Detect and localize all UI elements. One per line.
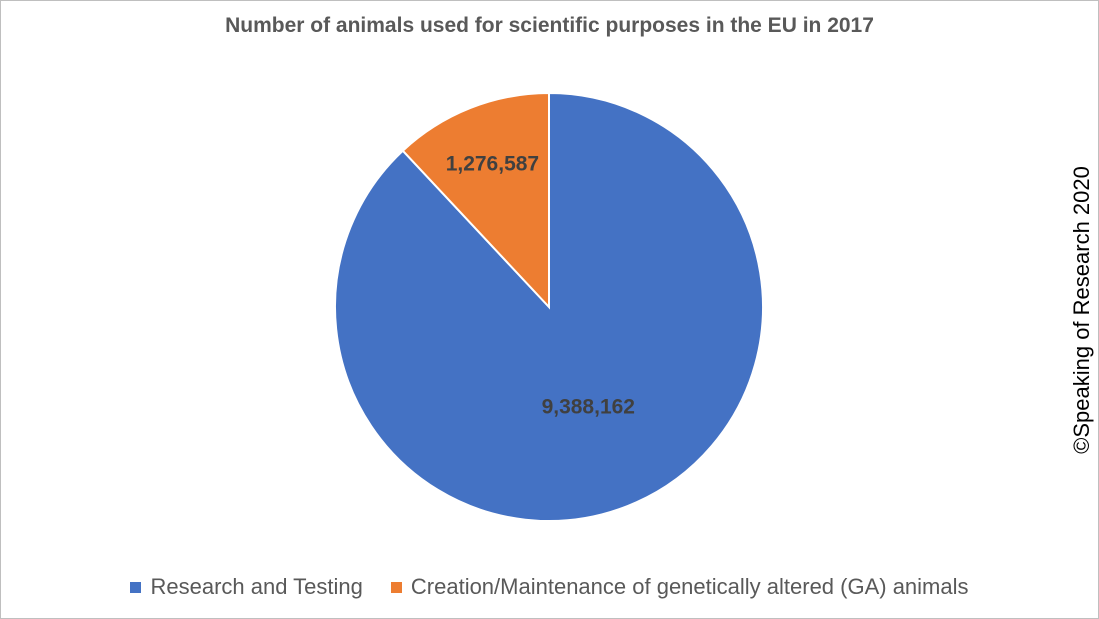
copyright-watermark: ©Speaking of Research 2020: [1069, 166, 1094, 454]
data-label-research-and-testing: 9,388,162: [542, 396, 635, 419]
legend-item-research-and-testing: Research and Testing: [130, 574, 363, 600]
legend-swatch-research-and-testing: [130, 581, 142, 593]
legend-item-ga-animals: Creation/Maintenance of genetically alte…: [390, 574, 969, 600]
chart-title: Number of animals used for scientific pu…: [225, 14, 874, 37]
legend-swatch-ga-animals: [390, 581, 402, 593]
pie-slice-ga-animals: [401, 91, 550, 310]
data-label-ga-animals: 1,276,587: [446, 153, 539, 176]
legend-label-ga-animals: Creation/Maintenance of genetically alte…: [410, 574, 969, 599]
legend-label-research-and-testing: Research and Testing: [150, 574, 363, 599]
legend: Research and Testing Creation/Maintenanc…: [0, 574, 1099, 600]
